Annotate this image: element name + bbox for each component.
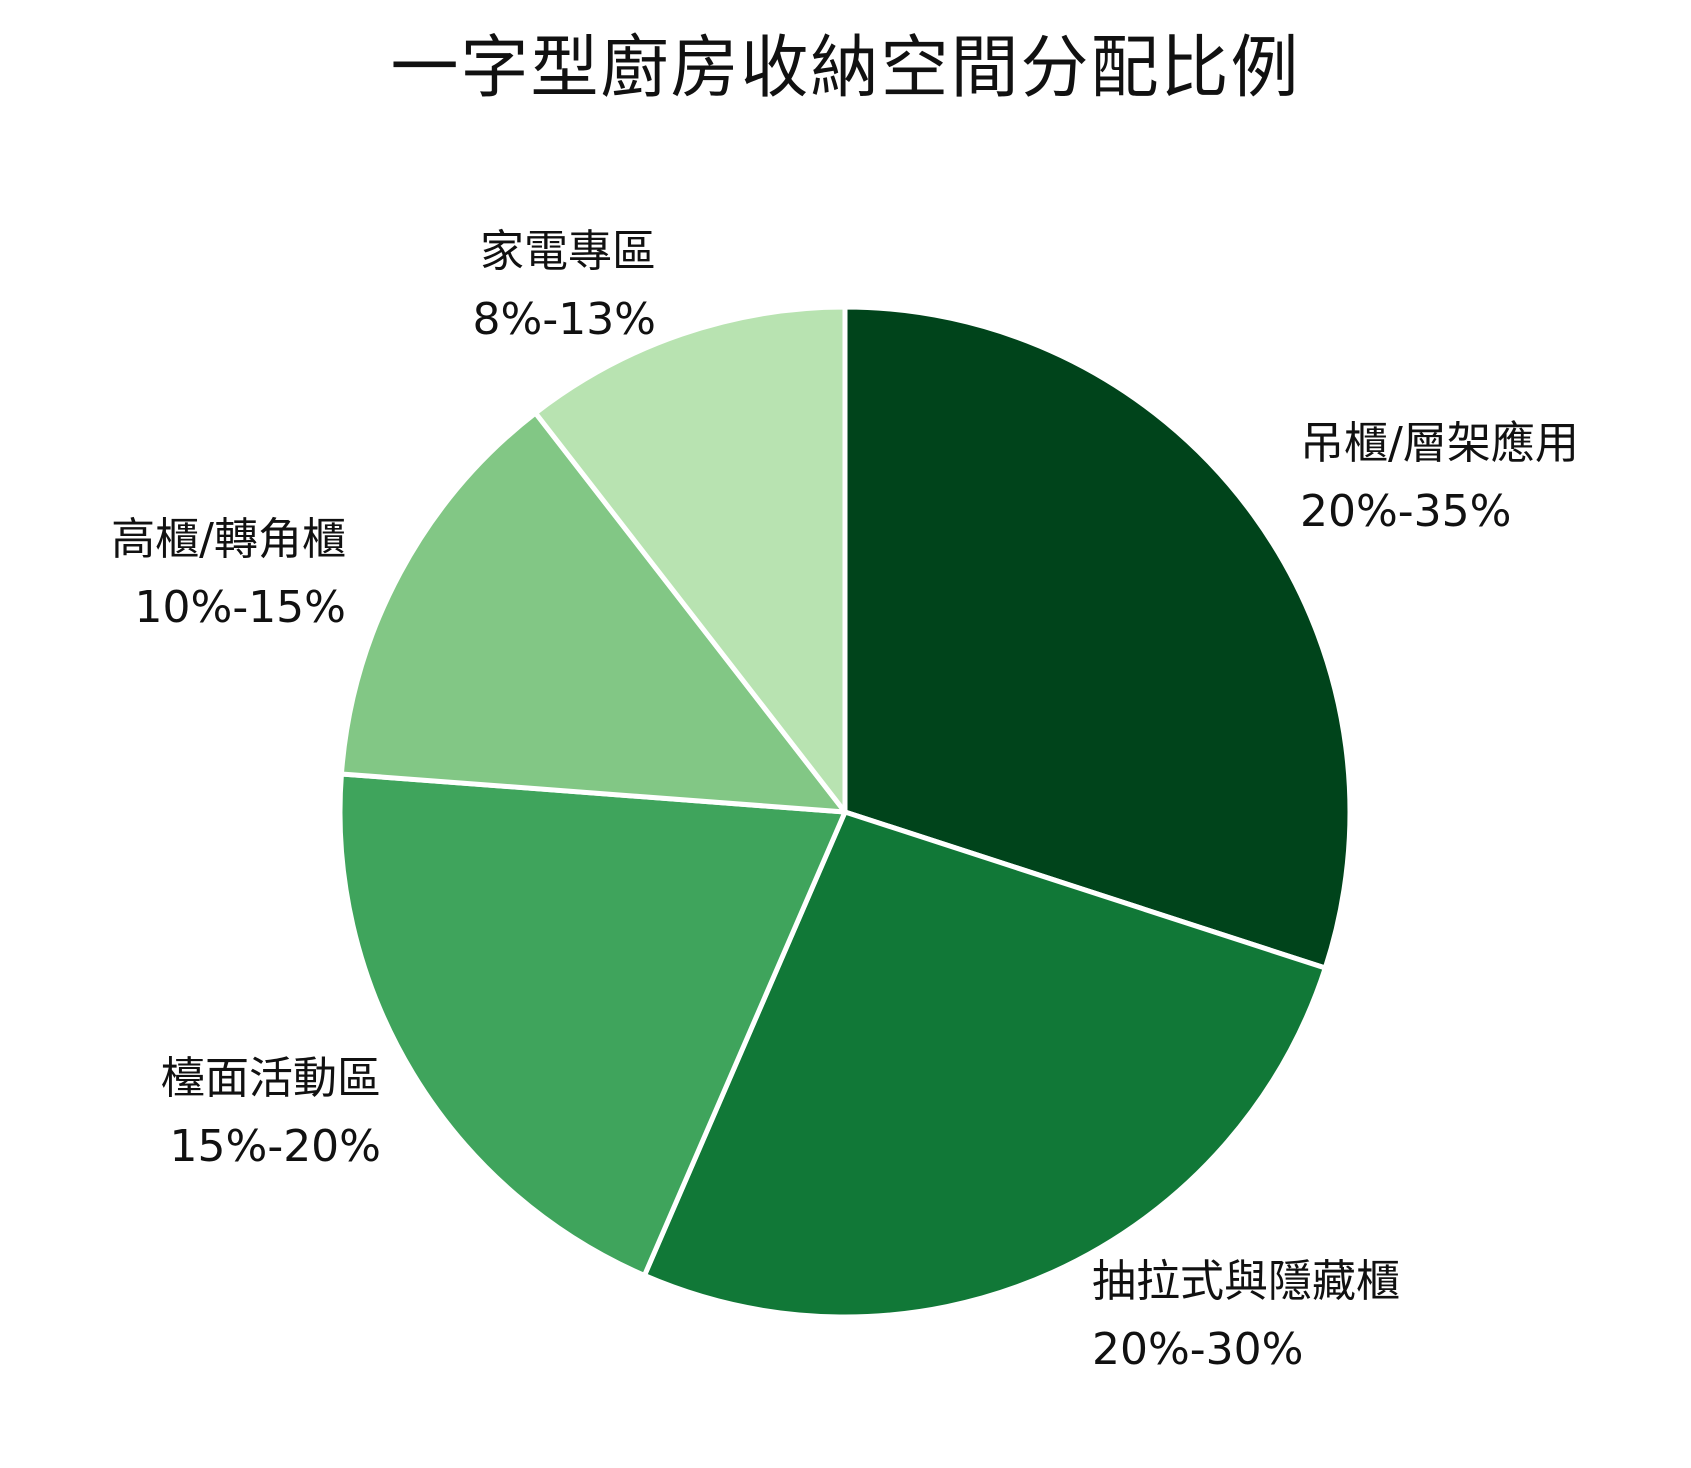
label-tall-cabinet-name: 高櫃/轉角櫃 (111, 514, 346, 565)
pie-slice-drawer-cabinet (641, 809, 1328, 1320)
label-appliance-range: 8%-13% (472, 294, 656, 345)
label-countertop-range: 15%-20% (169, 1121, 381, 1172)
label-appliance: 家電專區 8%-13% (473, 218, 656, 354)
pie-slice-countertop (337, 771, 848, 1278)
pie-slice-wall-cabinet (842, 304, 1353, 971)
label-countertop-name: 檯面活動區 (161, 1053, 381, 1104)
chart-title: 一字型廚房收納空間分配比例 (390, 29, 1301, 108)
label-drawer-cabinet: 抽拉式與隱藏櫃 20%-30% (1092, 1248, 1400, 1384)
label-countertop: 檯面活動區 15%-20% (161, 1045, 381, 1181)
label-wall-cabinet-name: 吊櫃/層架應用 (1300, 418, 1579, 469)
label-wall-cabinet-range: 20%-35% (1300, 486, 1512, 537)
pie-slice-tall-cabinet (338, 410, 848, 815)
label-appliance-name: 家電專區 (480, 226, 656, 277)
label-wall-cabinet: 吊櫃/層架應用 20%-35% (1300, 410, 1579, 546)
label-drawer-cabinet-range: 20%-30% (1092, 1324, 1304, 1375)
label-tall-cabinet: 高櫃/轉角櫃 10%-15% (111, 506, 346, 642)
label-tall-cabinet-range: 10%-15% (134, 582, 346, 633)
label-drawer-cabinet-name: 抽拉式與隱藏櫃 (1092, 1256, 1400, 1307)
pie-slice-appliance (532, 304, 848, 815)
